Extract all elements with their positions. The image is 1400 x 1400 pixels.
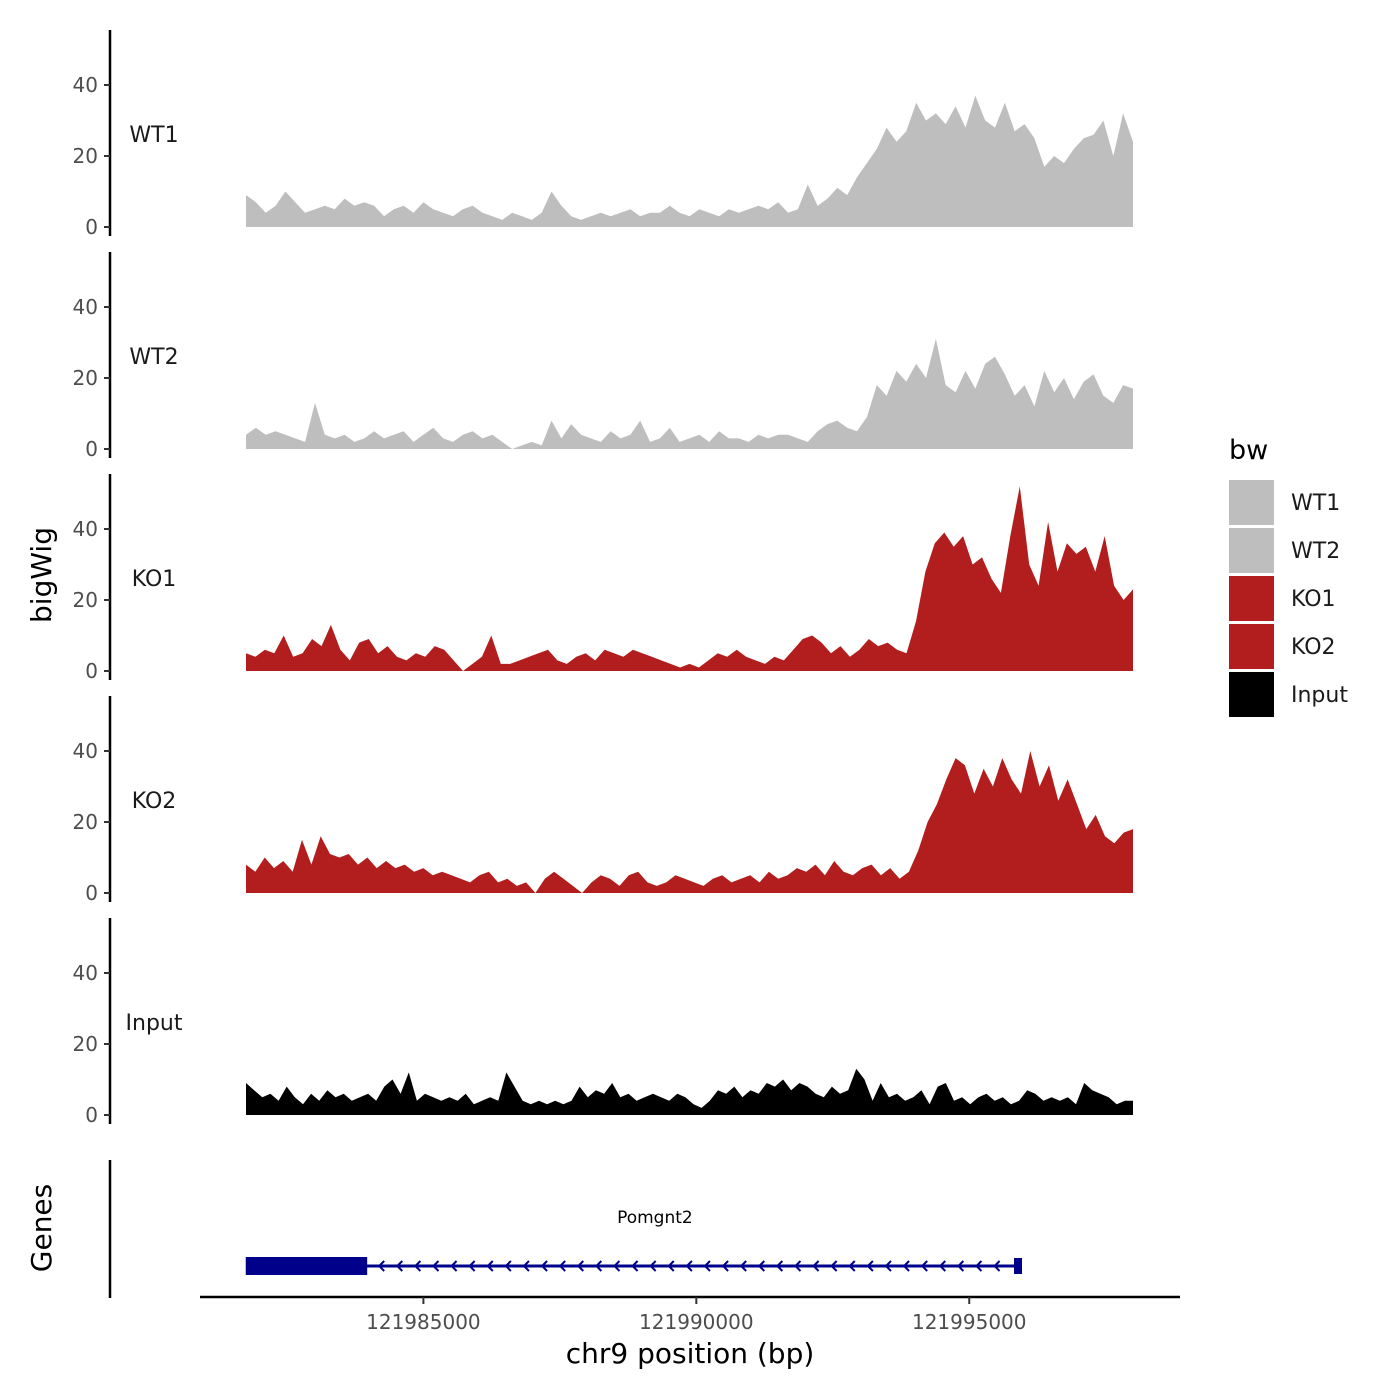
strand-arrow bbox=[486, 1260, 494, 1272]
y-tick-label: 20 bbox=[73, 366, 98, 390]
x-tick-label: 121985000 bbox=[366, 1310, 481, 1334]
strand-arrow bbox=[558, 1260, 566, 1272]
y-tick-label: 20 bbox=[73, 144, 98, 168]
track-area-wt2 bbox=[246, 338, 1133, 449]
strand-arrow bbox=[540, 1260, 548, 1272]
y-tick-label: 40 bbox=[73, 517, 98, 541]
strand-arrow bbox=[938, 1260, 946, 1272]
y-tick-label: 0 bbox=[85, 659, 98, 683]
strand-arrow bbox=[993, 1260, 1001, 1272]
gene-label: Pomgnt2 bbox=[617, 1208, 693, 1228]
x-tick-label: 121990000 bbox=[639, 1310, 754, 1334]
strand-arrow bbox=[667, 1260, 675, 1272]
track-area-wt1 bbox=[246, 95, 1133, 227]
x-axis-title: chr9 position (bp) bbox=[566, 1337, 815, 1370]
strand-arrow bbox=[522, 1260, 530, 1272]
y-tick-label: 0 bbox=[85, 881, 98, 905]
y-tick-label: 0 bbox=[85, 437, 98, 461]
track-panels: 0 20 40 WT1 0 20 40 WT2 0 20 40 KO1 0 20 40 KO2 0 20 40 Inp… bbox=[73, 30, 1133, 1127]
strand-arrow bbox=[613, 1260, 621, 1272]
y-tick-label: 40 bbox=[73, 73, 98, 97]
y-tick-label: 40 bbox=[73, 295, 98, 319]
legend: bw WT1 WT2 KO1 KO2 Input bbox=[1229, 435, 1348, 717]
x-tick-label: 121995000 bbox=[912, 1310, 1027, 1334]
y-tick-label: 0 bbox=[85, 215, 98, 239]
x-axis: 121985000 121990000 121995000 bbox=[200, 1295, 1180, 1334]
track-panel-wt1: 0 20 40 WT1 bbox=[73, 30, 1133, 239]
legend-key-ko2 bbox=[1229, 624, 1274, 669]
strand-arrow bbox=[794, 1260, 802, 1272]
legend-title: bw bbox=[1229, 435, 1268, 466]
legend-key-input bbox=[1229, 672, 1274, 717]
strand-arrow bbox=[830, 1260, 838, 1272]
strand-arrow bbox=[377, 1260, 385, 1272]
track-label-wt2: WT2 bbox=[129, 345, 178, 370]
legend-label-wt2: WT2 bbox=[1291, 539, 1340, 564]
y-tick-label: 20 bbox=[73, 810, 98, 834]
strand-arrow bbox=[721, 1260, 729, 1272]
strand-arrow bbox=[848, 1260, 856, 1272]
strand-arrow bbox=[450, 1260, 458, 1272]
genes-track-title: Genes bbox=[25, 1184, 58, 1272]
strand-arrow bbox=[468, 1260, 476, 1272]
track-area-input bbox=[246, 1068, 1133, 1115]
strand-arrow bbox=[757, 1260, 765, 1272]
strand-arrow bbox=[812, 1260, 820, 1272]
legend-key-wt1 bbox=[1229, 480, 1274, 525]
track-label-wt1: WT1 bbox=[129, 123, 178, 148]
y-tick-label: 0 bbox=[85, 1103, 98, 1127]
gene-pomgnt2: Pomgnt2 bbox=[245, 1208, 1023, 1275]
strand-arrow bbox=[775, 1260, 784, 1272]
strand-arrow bbox=[920, 1260, 928, 1272]
legend-label-ko2: KO2 bbox=[1291, 635, 1336, 660]
legend-label-ko1: KO1 bbox=[1291, 587, 1336, 612]
track-label-ko2: KO2 bbox=[132, 789, 177, 814]
track-area-ko2 bbox=[246, 751, 1133, 893]
y-tick-label: 20 bbox=[73, 588, 98, 612]
strand-arrow bbox=[432, 1260, 440, 1272]
strand-arrow bbox=[956, 1260, 965, 1272]
y-tick-label: 40 bbox=[73, 739, 98, 763]
track-label-ko1: KO1 bbox=[132, 567, 177, 592]
gene-utr-block bbox=[1014, 1258, 1023, 1274]
strand-arrow bbox=[866, 1260, 874, 1272]
strand-arrow bbox=[975, 1260, 983, 1272]
legend-label-input: Input bbox=[1291, 683, 1348, 708]
strand-arrow bbox=[631, 1260, 639, 1272]
strand-arrow bbox=[413, 1260, 422, 1272]
strand-arrow bbox=[649, 1260, 657, 1272]
strand-arrow bbox=[594, 1260, 603, 1272]
track-area-ko1 bbox=[246, 486, 1133, 671]
legend-key-wt2 bbox=[1229, 528, 1274, 573]
track-panel-input: 0 20 40 Input bbox=[73, 918, 1133, 1127]
gene-exon-block bbox=[245, 1257, 368, 1275]
strand-arrow bbox=[576, 1260, 584, 1272]
strand-arrow bbox=[504, 1260, 512, 1272]
strand-arrow bbox=[902, 1260, 910, 1272]
track-panel-wt2: 0 20 40 WT2 bbox=[73, 252, 1133, 461]
track-panel-ko1: 0 20 40 KO1 bbox=[73, 474, 1133, 683]
strand-arrow bbox=[395, 1260, 403, 1272]
y-tick-label: 20 bbox=[73, 1032, 98, 1056]
strand-arrow bbox=[884, 1260, 892, 1272]
legend-key-ko1 bbox=[1229, 576, 1274, 621]
y-axis-title: bigWig bbox=[25, 527, 58, 623]
genes-panel: Genes Pomgnt2 bbox=[25, 1160, 1023, 1298]
legend-label-wt1: WT1 bbox=[1291, 491, 1340, 516]
strand-arrow bbox=[703, 1260, 711, 1272]
y-tick-label: 40 bbox=[73, 961, 98, 985]
track-panel-ko2: 0 20 40 KO2 bbox=[73, 696, 1133, 905]
strand-arrow bbox=[739, 1260, 747, 1272]
strand-arrow bbox=[685, 1260, 693, 1272]
track-label-input: Input bbox=[126, 1011, 183, 1036]
